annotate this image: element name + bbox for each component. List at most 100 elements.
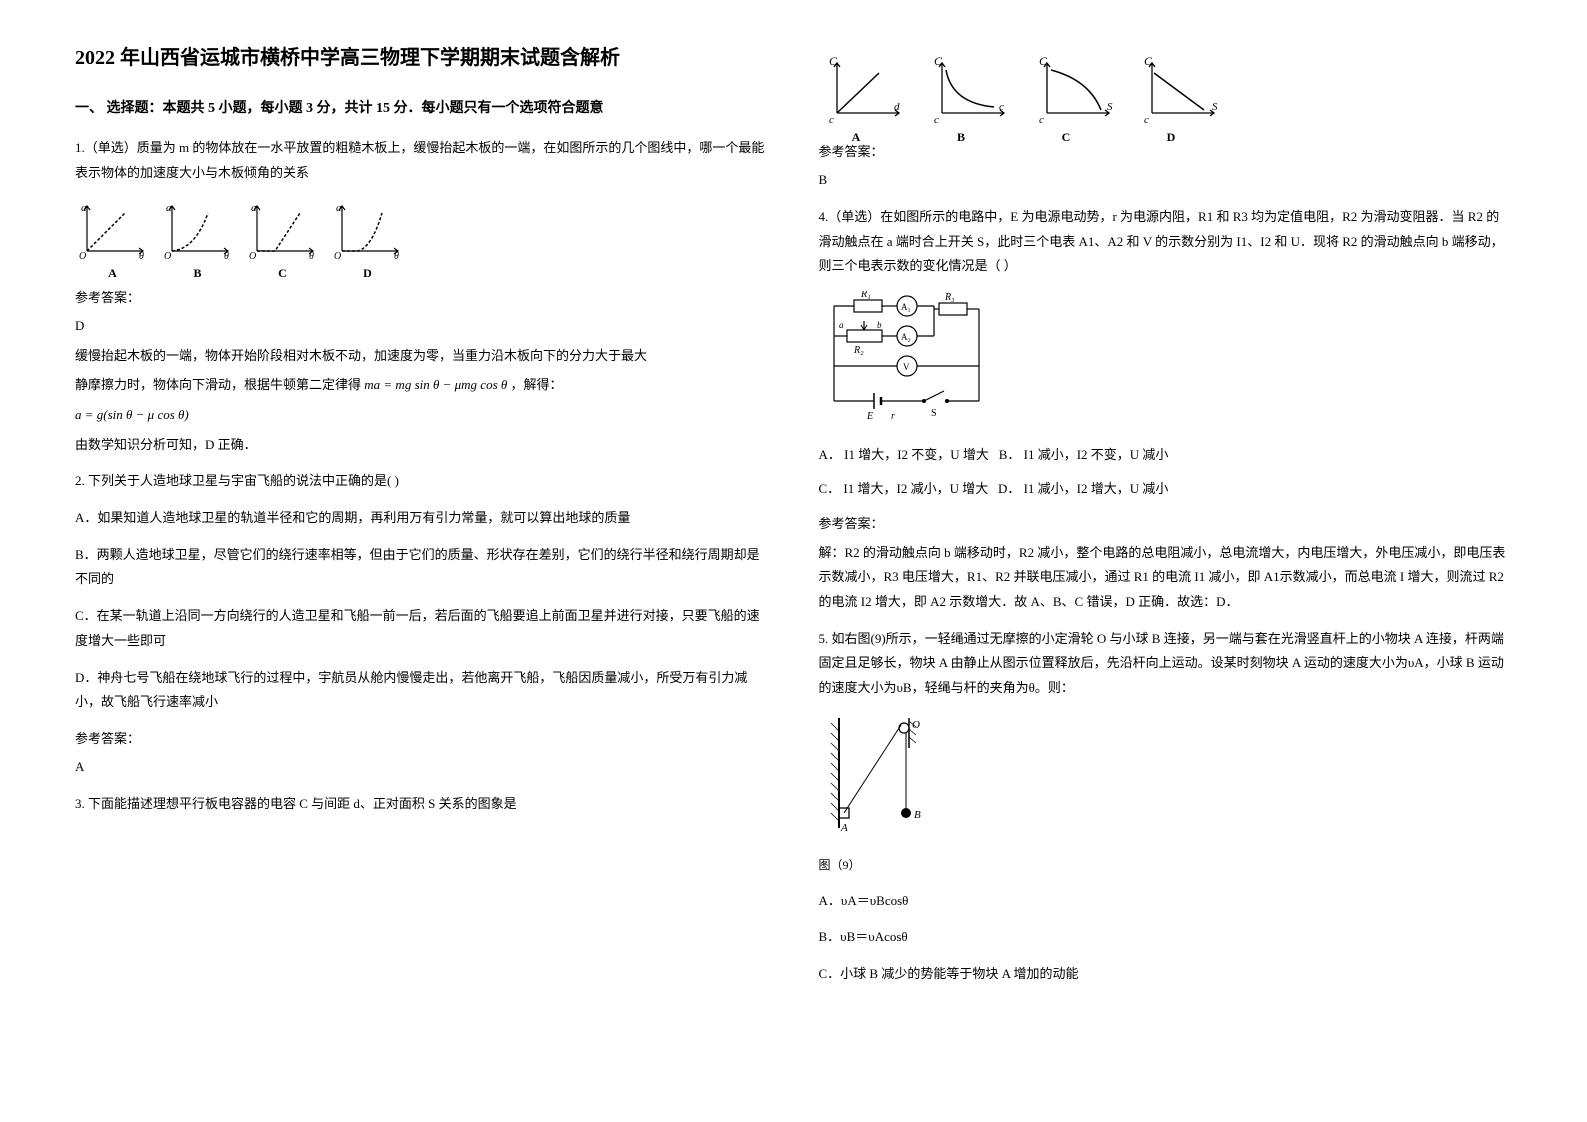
section-heading: 一、 选择题：本题共 5 小题，每小题 3 分，共计 15 分．每小题只有一个选… (75, 96, 769, 121)
document-title: 2022 年山西省运城市横桥中学高三物理下学期期末试题含解析 (75, 40, 769, 76)
rope-ao (844, 725, 901, 813)
curve-b (946, 70, 994, 107)
q1-answer-label: 参考答案： (75, 286, 769, 309)
q3-graph-d: C c S D (1134, 55, 1209, 125)
x-label: θ (394, 251, 399, 261)
q1-explanation-3: 由数学知识分析可知，D 正确． (75, 433, 769, 458)
q1-exp2-text: 静摩擦力时，物体向下滑动，根据牛顿第二定律得 (75, 377, 361, 392)
b-label: b (877, 320, 882, 330)
q3-graph-b-label: B (924, 127, 999, 149)
q5-option-b: B．υB＝υAcosθ (819, 925, 1513, 950)
q4-option-c: C． I1 增大，I2 减小，U 增大 (819, 481, 989, 496)
x-c-label: c (999, 101, 1004, 113)
q5-fig-caption: 图（9） (819, 855, 1513, 877)
q3-graph-a: C c d A (819, 55, 894, 125)
q1-diagram-row: a O θ A a (75, 201, 769, 271)
q1-explanation-2: 静摩擦力时，物体向下滑动，根据牛顿第二定律得 ma = mg sin θ − μ… (75, 373, 769, 398)
curve-a (837, 73, 879, 113)
q1-graph-c-label: C (245, 263, 320, 285)
x-d-label: d (894, 101, 900, 113)
origin-c: c (1039, 114, 1044, 125)
q1-explanation-1: 缓慢抬起木板的一端，物体开始阶段相对木板不动，加速度为零，当重力沿木板向下的分力… (75, 344, 769, 369)
r2-label: R₂ (853, 345, 864, 356)
wall-hatch (909, 737, 916, 743)
b-label: B (914, 809, 921, 821)
a-label: a (839, 320, 844, 330)
origin-c: c (934, 114, 939, 125)
resistor-r2 (847, 330, 882, 342)
q4-option-a: A． I1 增大，I2 不变，U 增大 (819, 447, 989, 462)
q4-circuit: R₁ A₁ R₃ a b R₂ (819, 291, 1513, 430)
pulley (899, 723, 909, 733)
q3-graph-a-label: A (819, 127, 894, 149)
switch (924, 391, 944, 401)
q3-graph-d-label: D (1134, 127, 1209, 149)
q3-graph-c-label: C (1029, 127, 1104, 149)
a-label: A (840, 822, 848, 834)
q2-option-b: B．两颗人造地球卫星，尽管它们的绕行速率相等，但由于它们的质量、形状存在差别，它… (75, 543, 769, 592)
origin-c: c (1144, 114, 1149, 125)
q5-option-c: C．小球 B 减少的势能等于物块 A 增加的动能 (819, 962, 1513, 987)
q3-graph-c: C c S C (1029, 55, 1104, 125)
q2-option-a: A．如果知道人造地球卫星的轨道半径和它的周期，再利用万有引力常量，就可以算出地球… (75, 506, 769, 531)
q1-graph-b: a O θ B (160, 201, 235, 271)
q2-answer-label: 参考答案： (75, 727, 769, 750)
x-label: θ (224, 251, 229, 261)
q4-explanation: 解：R2 的滑动触点向 b 端移动时，R2 减小，整个电路的总电阻减小，总电流增… (819, 541, 1513, 615)
x-label: θ (309, 251, 314, 261)
v-label: V (903, 362, 910, 372)
switch-node (922, 399, 926, 403)
question-2-text: 2. 下列关于人造地球卫星与宇宙飞船的说法中正确的是( ) (75, 469, 769, 494)
q1-graph-c: a O θ C (245, 201, 320, 271)
q2-option-c: C．在某一轨道上沿同一方向绕行的人造卫星和飞船一前一后，若后面的飞船要追上前面卫… (75, 604, 769, 653)
curve-a (87, 213, 125, 251)
q3-diagram-row: C c d A C (819, 55, 1513, 125)
q3-answer-choice: B (819, 168, 1513, 193)
x-s-label: S (1212, 101, 1218, 113)
curve-c (1051, 70, 1101, 110)
rod-hatch (831, 723, 839, 821)
resistor-r1 (854, 300, 882, 312)
q1-answer-choice: D (75, 314, 769, 339)
a1-label: A₁ (901, 302, 911, 312)
q4-option-d: D． I1 减小，I2 增大，U 减小 (998, 481, 1168, 496)
question-5-text: 5. 如右图(9)所示，一轻绳通过无摩擦的小定滑轮 O 与小球 B 连接，另一端… (819, 627, 1513, 701)
q1-formula-1: ma = mg sin θ − μmg cos θ (364, 377, 507, 392)
r3-label: R₃ (944, 292, 955, 303)
origin-label: O (334, 251, 341, 261)
q2-option-d: D．神舟七号飞船在绕地球飞行的过程中，宇航员从舱内慢慢走出，若他离开飞船，飞船因… (75, 666, 769, 715)
x-s-label: S (1107, 101, 1113, 113)
right-column: C c d A C (794, 40, 1538, 1082)
question-3-text: 3. 下面能描述理想平行板电容器的电容 C 与间距 d、正对面积 S 关系的图象… (75, 792, 769, 817)
q4-answer-label: 参考答案： (819, 512, 1513, 535)
q4-options-row1: A． I1 增大，I2 不变，U 增大 B． I1 减小，I2 不变，U 减小 (819, 442, 1513, 468)
resistor-r3 (939, 303, 967, 315)
question-1-text: 1.（单选）质量为 m 的物体放在一水平放置的粗糙木板上，缓慢抬起木板的一端，在… (75, 136, 769, 185)
q5-option-a: A．υA＝υBcosθ (819, 889, 1513, 914)
curve-d (1154, 73, 1204, 110)
ball-b (901, 808, 911, 818)
q3-graph-b: C c c B (924, 55, 999, 125)
q1-exp2-end: ，解得： (511, 377, 563, 392)
r1-label: R₁ (860, 291, 871, 300)
origin-label: O (249, 251, 256, 261)
x-label: θ (139, 251, 144, 261)
origin-label: O (79, 251, 86, 261)
curve-c (257, 213, 300, 251)
curve-d (342, 213, 382, 251)
q1-graph-d: a O θ D (330, 201, 405, 271)
q1-graph-a-label: A (75, 263, 150, 285)
q4-options-row2: C． I1 增大，I2 减小，U 增大 D． I1 减小，I2 增大，U 减小 (819, 476, 1513, 502)
left-column: 2022 年山西省运城市横桥中学高三物理下学期期末试题含解析 一、 选择题：本题… (50, 40, 794, 1082)
s-label: S (931, 408, 937, 419)
q1-graph-d-label: D (330, 263, 405, 285)
e-label: E (866, 411, 873, 421)
question-4-text: 4.（单选）在如图所示的电路中，E 为电源电动势，r 为电源内阻，R1 和 R3… (819, 205, 1513, 279)
origin-label: O (164, 251, 171, 261)
q1-formula-2: a = g(sin θ − μ cos θ) (75, 403, 769, 428)
a2-label: A₂ (901, 332, 911, 342)
q1-graph-a: a O θ A (75, 201, 150, 271)
q2-answer-choice: A (75, 755, 769, 780)
q4-option-b: B． I1 减小，I2 不变，U 减小 (999, 447, 1169, 462)
origin-c: c (829, 114, 834, 125)
